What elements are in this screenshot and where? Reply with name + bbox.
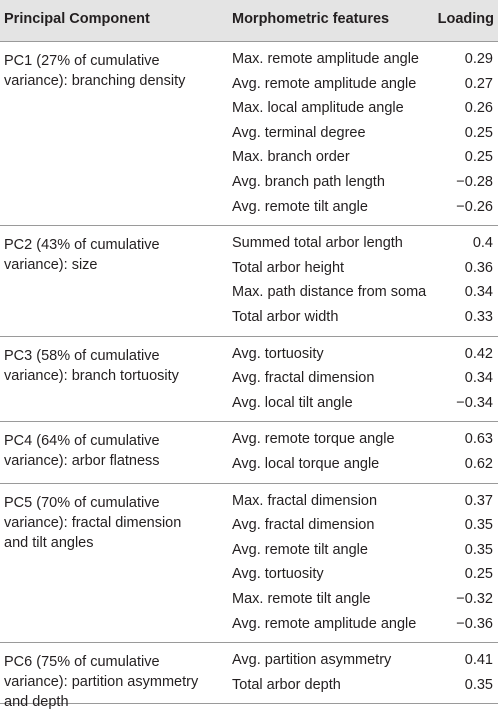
component-group: PC2 (43% of cumulative variance): size Su… bbox=[0, 225, 498, 337]
loading-value: 0.35 bbox=[464, 517, 493, 534]
loading-value: 0.42 bbox=[464, 345, 493, 362]
table-header: Principal Component Morphometric feature… bbox=[0, 0, 498, 42]
table-row: Avg. branch path length −0.28 bbox=[0, 170, 498, 194]
table-row: Summed total arbor length 0.4 bbox=[0, 231, 498, 255]
feature-name: Avg. remote tilt angle bbox=[232, 541, 368, 558]
loading-value: 0.29 bbox=[464, 51, 493, 67]
loading-value: 0.25 bbox=[464, 566, 493, 583]
feature-name: Max. fractal dimension bbox=[232, 492, 378, 509]
table-row: Avg. terminal degree 0.25 bbox=[0, 121, 498, 145]
component-label: PC4 (64% of cumulative variance): arbor … bbox=[4, 433, 160, 470]
feature-name: Avg. local tilt angle bbox=[232, 394, 353, 411]
feature-name: Avg. fractal dimension bbox=[232, 370, 375, 387]
loading-value: −0.34 bbox=[456, 394, 493, 411]
feature-name: Avg. partition asymmetry bbox=[232, 652, 392, 669]
loading-value: 0.35 bbox=[464, 676, 493, 693]
loading-value: −0.32 bbox=[456, 590, 493, 607]
table-row: Avg. local torque angle 0.62 bbox=[0, 452, 498, 476]
table-row: Max. remote amplitude angle 0.29 bbox=[0, 47, 498, 71]
feature-name: Max. path distance from soma bbox=[232, 284, 427, 301]
feature-name: Avg. tortuosity bbox=[232, 566, 324, 583]
component-label: PC2 (43% of cumulative variance): size bbox=[4, 237, 160, 274]
loading-value: −0.28 bbox=[456, 174, 493, 190]
loading-value: 0.34 bbox=[464, 284, 493, 301]
loading-value: 0.25 bbox=[464, 149, 493, 166]
component-group: PC1 (27% of cumulative variance): branch… bbox=[0, 41, 498, 227]
loading-value: 0.62 bbox=[464, 455, 493, 472]
header-morphometric-features: Morphometric features bbox=[232, 11, 390, 27]
feature-name: Avg. tortuosity bbox=[232, 345, 324, 362]
feature-name: Summed total arbor length bbox=[232, 235, 403, 252]
component-group: PC4 (64% of cumulative variance): arbor … bbox=[0, 421, 498, 484]
component-group: PC6 (75% of cumulative variance): partit… bbox=[0, 642, 498, 710]
feature-name: Total arbor height bbox=[232, 259, 345, 276]
loading-value: 0.63 bbox=[464, 431, 493, 448]
component-label: PC1 (27% of cumulative variance): branch… bbox=[4, 53, 186, 89]
component-label: PC6 (75% of cumulative variance): partit… bbox=[4, 654, 199, 711]
loading-value: 0.25 bbox=[464, 124, 493, 141]
table-row: Avg. tortuosity 0.42 bbox=[0, 342, 498, 366]
header-loading: Loading bbox=[437, 11, 494, 27]
feature-name: Avg. remote torque angle bbox=[232, 431, 395, 448]
header-principal-component: Principal Component bbox=[4, 11, 150, 27]
feature-name: Total arbor depth bbox=[232, 676, 341, 693]
feature-name: Avg. terminal degree bbox=[232, 124, 366, 141]
loading-value: 0.37 bbox=[464, 492, 493, 509]
table-row: Avg. fractal dimension 0.34 bbox=[0, 366, 498, 390]
table-row: Avg. tortuosity 0.25 bbox=[0, 562, 498, 586]
table-row: Max. remote tilt angle −0.32 bbox=[0, 587, 498, 611]
table-row: Avg. remote amplitude angle −0.36 bbox=[0, 612, 498, 636]
table-row: Avg. remote tilt angle −0.26 bbox=[0, 195, 498, 219]
feature-name: Max. remote amplitude angle bbox=[232, 51, 419, 67]
loading-value: 0.33 bbox=[464, 308, 493, 325]
loading-value: 0.4 bbox=[472, 235, 493, 252]
loading-value: 0.35 bbox=[464, 541, 493, 558]
feature-name: Max. remote tilt angle bbox=[232, 590, 371, 607]
table-row: Max. local amplitude angle 0.26 bbox=[0, 96, 498, 120]
feature-name: Max. local amplitude angle bbox=[232, 100, 404, 117]
loading-value: 0.27 bbox=[464, 75, 493, 92]
feature-name: Total arbor width bbox=[232, 308, 339, 325]
feature-name: Avg. local torque angle bbox=[232, 455, 380, 472]
loading-value: 0.36 bbox=[464, 259, 493, 276]
feature-name: Avg. remote amplitude angle bbox=[232, 615, 417, 632]
loading-value: 0.26 bbox=[464, 100, 493, 117]
component-label: PC3 (58% of cumulative variance): branch… bbox=[4, 347, 179, 384]
table-row: Avg. remote amplitude angle 0.27 bbox=[0, 72, 498, 96]
component-group: PC3 (58% of cumulative variance): branch… bbox=[0, 336, 498, 423]
table-row: Avg. remote tilt angle 0.35 bbox=[0, 538, 498, 562]
feature-name: Avg. remote amplitude angle bbox=[232, 75, 417, 92]
feature-name: Avg. remote tilt angle bbox=[232, 198, 368, 215]
loading-value: −0.26 bbox=[456, 198, 493, 215]
loading-value: 0.41 bbox=[464, 652, 493, 669]
feature-name: Max. branch order bbox=[232, 149, 350, 166]
table-row: Avg. remote torque angle 0.63 bbox=[0, 427, 498, 451]
component-group: PC5 (70% of cumulative variance): fracta… bbox=[0, 483, 498, 644]
loading-value: −0.36 bbox=[456, 615, 493, 632]
table-row: Max. branch order 0.25 bbox=[0, 145, 498, 169]
table-row: Max. fractal dimension 0.37 bbox=[0, 489, 498, 513]
feature-name: Avg. fractal dimension bbox=[232, 517, 375, 534]
table-row: Avg. fractal dimension 0.35 bbox=[0, 513, 498, 537]
table-row: Total arbor height 0.36 bbox=[0, 256, 498, 280]
feature-name: Avg. branch path length bbox=[232, 174, 385, 190]
table-row: Avg. local tilt angle −0.34 bbox=[0, 391, 498, 415]
table-row: Max. path distance from soma 0.34 bbox=[0, 280, 498, 304]
table-row: Avg. partition asymmetry 0.41 bbox=[0, 648, 498, 672]
loading-value: 0.34 bbox=[464, 370, 493, 387]
component-label: PC5 (70% of cumulative variance): fracta… bbox=[4, 494, 182, 551]
table-row: Total arbor width 0.33 bbox=[0, 305, 498, 329]
table-row: Total arbor depth 0.35 bbox=[0, 673, 498, 697]
